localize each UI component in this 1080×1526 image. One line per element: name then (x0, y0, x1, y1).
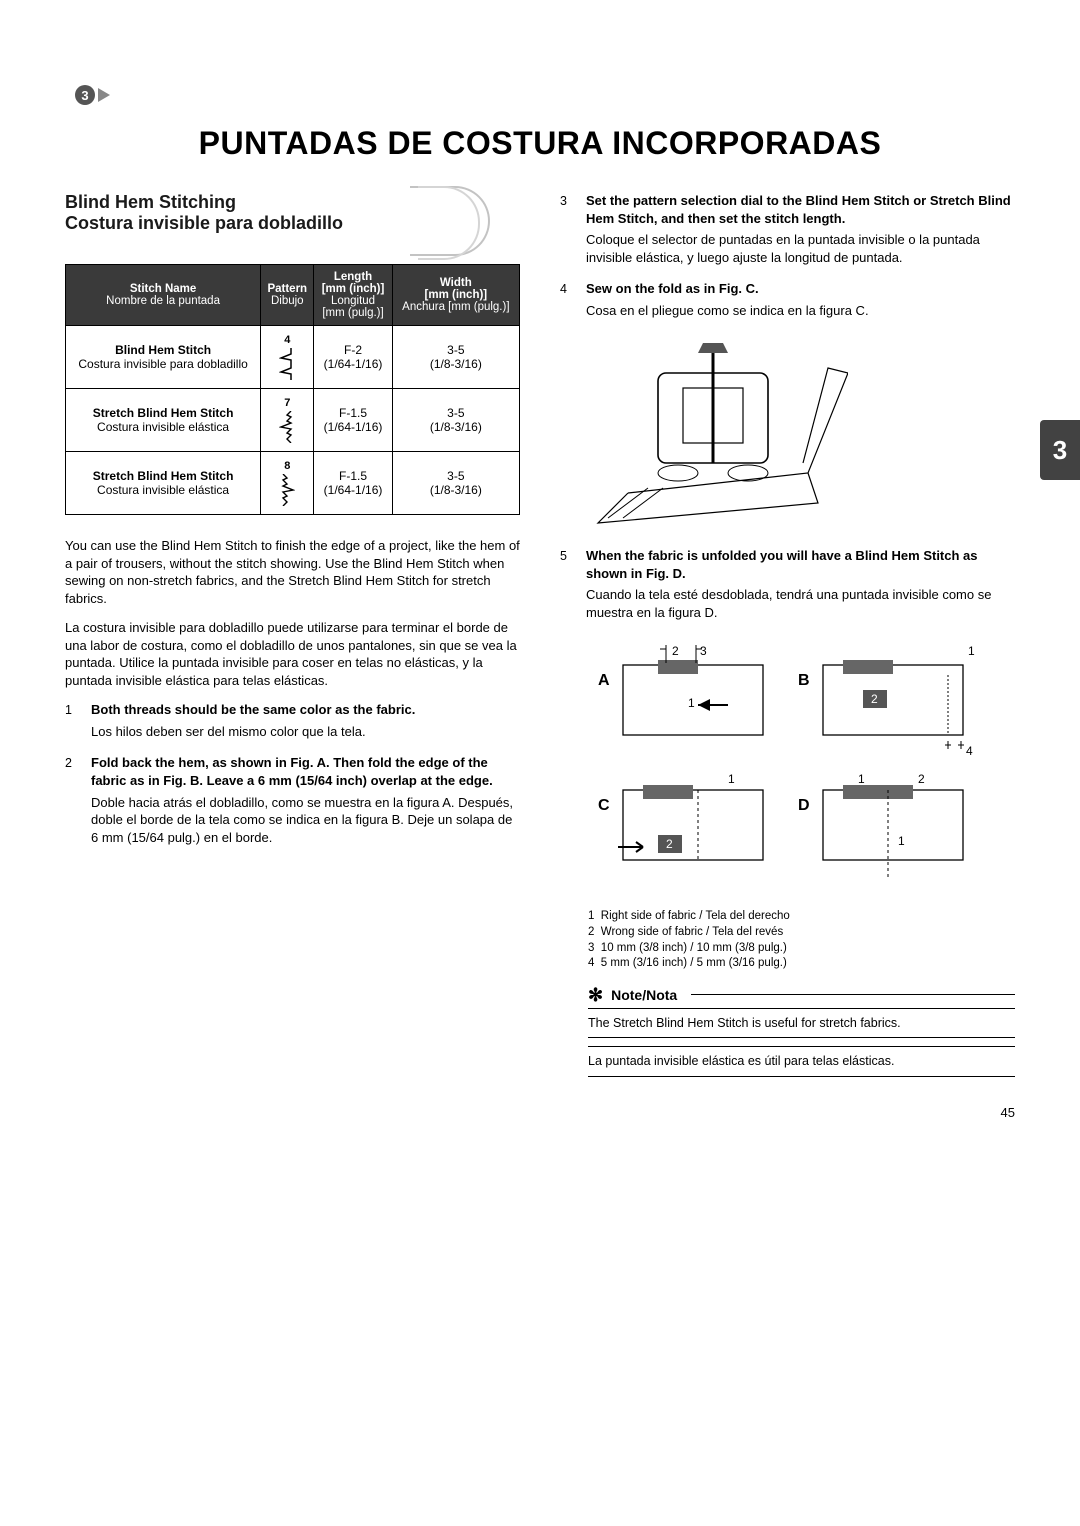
step-1: 1 Both threads should be the same color … (65, 701, 520, 740)
step-2: 2 Fold back the hem, as shown in Fig. A.… (65, 754, 520, 846)
step-number: 5 (560, 547, 572, 621)
fig-c-illustration (588, 333, 1015, 533)
section-marker: 3 (75, 85, 110, 105)
section-arrow-icon (98, 88, 110, 102)
note-body-es: La puntada invisible elástica es útil pa… (588, 1046, 1015, 1077)
svg-text:2: 2 (918, 772, 925, 786)
svg-text:1: 1 (968, 644, 975, 658)
note-label-en: Note/ (611, 987, 646, 1003)
table-row: Blind Hem Stitch Costura invisible para … (66, 326, 520, 389)
chapter-side-tab: 3 (1040, 420, 1080, 480)
note-body-en: The Stretch Blind Hem Stitch is useful f… (588, 1008, 1015, 1039)
svg-text:B: B (798, 672, 810, 689)
step-text-es: Los hilos deben ser del mismo color que … (91, 724, 366, 739)
svg-text:2: 2 (672, 644, 679, 658)
svg-text:2: 2 (666, 837, 673, 851)
step-5: 5 When the fabric is unfolded you will h… (560, 547, 1015, 621)
step-text-es: Coloque el selector de puntadas en la pu… (586, 232, 980, 265)
left-column: Blind Hem Stitching Costura invisible pa… (65, 192, 520, 1085)
th-length: Length [mm (inch)] Longitud [mm (pulg.)] (314, 265, 392, 326)
svg-text:1: 1 (858, 772, 865, 786)
step-text-en: Fold back the hem, as shown in Fig. A. T… (91, 754, 520, 789)
step-text-es: Cuando la tela esté desdoblada, tendrá u… (586, 587, 991, 620)
stitch-table: Stitch Name Nombre de la puntada Pattern… (65, 264, 520, 515)
step-number: 2 (65, 754, 77, 846)
svg-text:4: 4 (966, 744, 973, 758)
subtitle-block: Blind Hem Stitching Costura invisible pa… (65, 192, 520, 234)
pattern-icon-8 (279, 474, 295, 506)
svg-text:2: 2 (871, 692, 878, 706)
step-number: 4 (560, 280, 572, 319)
th-width: Width [mm (inch)] Anchura [mm (pulg.)] (392, 265, 519, 326)
section-number-badge: 3 (75, 85, 95, 105)
svg-text:1: 1 (688, 696, 695, 710)
right-column: 3 Set the pattern selection dial to the … (560, 192, 1015, 1085)
note-spark-icon: ✻ (588, 986, 603, 1004)
page-title: PUNTADAS DE COSTURA INCORPORADAS (65, 125, 1015, 162)
pattern-icon-7 (279, 411, 295, 443)
th-pattern: Pattern Dibujo (261, 265, 314, 326)
step-text-en: Both threads should be the same color as… (91, 701, 520, 719)
step-text-es: Cosa en el pliegue como se indica en la … (586, 303, 869, 318)
svg-text:1: 1 (728, 772, 735, 786)
step-text-es: Doble hacia atrás el dobladillo, como se… (91, 795, 513, 845)
note-block: ✻ Note/Nota The Stretch Blind Hem Stitch… (588, 986, 1015, 1078)
svg-text:D: D (798, 797, 810, 814)
step-number: 1 (65, 701, 77, 740)
diagram-legend: 1 Right side of fabric / Tela del derech… (588, 909, 1015, 971)
step-text-en: Set the pattern selection dial to the Bl… (586, 192, 1015, 227)
fold-diagram-abcd: A 2 3 1 B 2 1 4 (588, 635, 1015, 895)
th-stitch-name: Stitch Name Nombre de la puntada (66, 265, 261, 326)
svg-text:3: 3 (700, 644, 707, 658)
intro-es: La costura invisible para dobladillo pue… (65, 619, 520, 689)
table-row: Stretch Blind Hem Stitch Costura invisib… (66, 389, 520, 452)
svg-text:C: C (598, 797, 610, 814)
step-text-en: Sew on the fold as in Fig. C. (586, 280, 1015, 298)
step-number: 3 (560, 192, 572, 266)
page-number: 45 (65, 1105, 1015, 1120)
intro-en: You can use the Blind Hem Stitch to fini… (65, 537, 520, 607)
table-row: Stretch Blind Hem Stitch Costura invisib… (66, 452, 520, 515)
svg-text:1: 1 (898, 834, 905, 848)
note-rule (691, 994, 1015, 995)
note-label-es: Nota (646, 987, 677, 1003)
step-text-en: When the fabric is unfolded you will hav… (586, 547, 1015, 582)
step-3: 3 Set the pattern selection dial to the … (560, 192, 1015, 266)
step-4: 4 Sew on the fold as in Fig. C. Cosa en … (560, 280, 1015, 319)
pattern-icon-4 (279, 348, 295, 380)
label-a: A (598, 672, 610, 689)
subtitle-decoration (410, 186, 490, 256)
